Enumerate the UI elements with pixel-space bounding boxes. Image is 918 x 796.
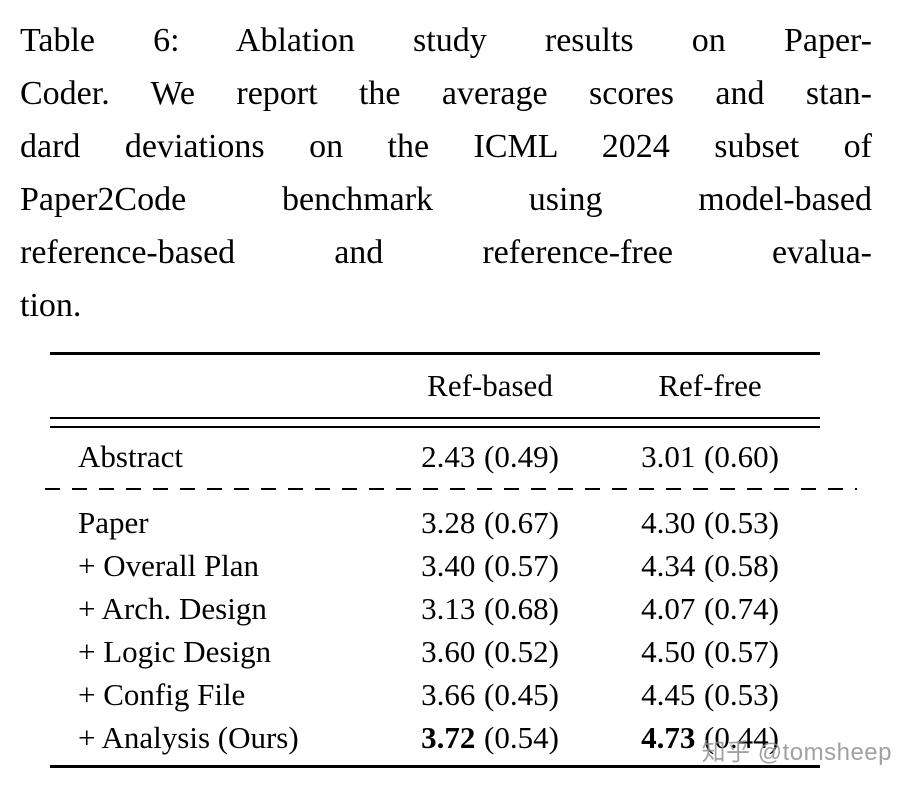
watermark-text: 知乎 @tomsheep <box>701 739 892 766</box>
caption-line: dard deviations on the ICML 2024 subset … <box>20 128 872 165</box>
row-label: + Analysis (Ours) <box>78 719 299 755</box>
col-header-ref-free: Ref-free <box>658 368 762 403</box>
cell-std: (0.53) <box>704 504 779 540</box>
cell-std: (0.49) <box>484 439 559 474</box>
row-label: + Overall Plan <box>78 547 260 583</box>
row-label: + Logic Design <box>78 633 272 669</box>
table-row: + Config File 3.66 (0.45) 4.45 (0.53) <box>50 673 820 716</box>
cell-ref-free: 3.01 (0.60) <box>600 439 820 475</box>
cell-mean: 3.60 <box>421 633 476 669</box>
double-rule-gap <box>50 419 820 426</box>
caption-line: Paper2Code benchmark using model-based <box>20 181 872 218</box>
cell-ref-based: 3.66 (0.45) <box>380 677 600 713</box>
table-row-ours: + Analysis (Ours) 3.72 (0.54) 4.73 (0.44) <box>50 716 820 759</box>
cell-std: (0.53) <box>704 676 779 712</box>
cell-ref-based: 3.72 (0.54) <box>380 720 600 756</box>
caption-line: reference-based and reference-free evalu… <box>20 234 872 271</box>
table-row: + Logic Design 3.60 (0.52) 4.50 (0.57) <box>50 630 820 673</box>
cell-mean: 4.30 <box>641 504 696 540</box>
double-rule-bottom <box>50 426 820 428</box>
table-caption: Table 6: Ablation study results on Paper… <box>20 14 872 332</box>
cell-std: (0.67) <box>484 504 559 540</box>
table-row: + Arch. Design 3.13 (0.68) 4.07 (0.74) <box>50 587 820 630</box>
cell-ref-free: 4.50 (0.57) <box>600 634 820 670</box>
table-row: Paper 3.28 (0.67) 4.30 (0.53) <box>50 501 820 544</box>
row-label: Abstract <box>78 439 184 474</box>
table-header-row: Ref-based Ref-free <box>50 355 820 417</box>
cell-mean: 3.13 <box>421 590 476 626</box>
table-body: Paper 3.28 (0.67) 4.30 (0.53) + Overall Pl… <box>50 496 820 765</box>
cell-ref-free: 4.07 (0.74) <box>600 591 820 627</box>
cell-mean: 4.50 <box>641 633 696 669</box>
cell-ref-based: 3.13 (0.68) <box>380 591 600 627</box>
table-dashed-rule <box>45 488 857 490</box>
table-double-rule <box>50 417 820 428</box>
cell-mean: 4.07 <box>641 590 696 626</box>
caption-line: tion. <box>20 287 82 324</box>
col-header-ref-based: Ref-based <box>427 368 553 403</box>
cell-mean-bold: 4.73 <box>641 719 696 755</box>
cell-mean: 2.43 <box>421 439 476 474</box>
cell-mean: 3.40 <box>421 547 476 583</box>
cell-ref-based: 2.43 (0.49) <box>380 439 600 475</box>
cell-std: (0.45) <box>484 676 559 712</box>
cell-std: (0.52) <box>484 633 559 669</box>
cell-std: (0.57) <box>704 633 779 669</box>
cell-ref-based: 3.40 (0.57) <box>380 548 600 584</box>
cell-mean: 4.34 <box>641 547 696 583</box>
ablation-table: Ref-based Ref-free Abstract 2.43 (0.49) 3… <box>45 352 857 768</box>
cell-ref-free: 4.34 (0.58) <box>600 548 820 584</box>
cell-mean: 3.28 <box>421 504 476 540</box>
row-label: + Config File <box>78 676 246 712</box>
cell-std: (0.58) <box>704 547 779 583</box>
cell-ref-based: 3.60 (0.52) <box>380 634 600 670</box>
cell-mean: 4.45 <box>641 676 696 712</box>
caption-line: Coder. We report the average scores and … <box>20 75 872 112</box>
cell-std: (0.54) <box>484 719 559 755</box>
table-row: Abstract 2.43 (0.49) 3.01 (0.60) <box>50 428 820 486</box>
row-label: + Arch. Design <box>78 590 267 626</box>
row-label: Paper <box>78 504 149 540</box>
cell-std: (0.68) <box>484 590 559 626</box>
cell-ref-based: 3.28 (0.67) <box>380 505 600 541</box>
cell-ref-free: 4.30 (0.53) <box>600 505 820 541</box>
cell-std: (0.57) <box>484 547 559 583</box>
double-rule-top <box>50 417 820 419</box>
cell-ref-free: 4.45 (0.53) <box>600 677 820 713</box>
table-row: + Overall Plan 3.40 (0.57) 4.34 (0.58) <box>50 544 820 587</box>
cell-ref-free: 4.73 (0.44) <box>600 720 820 756</box>
cell-std: (0.60) <box>704 439 779 474</box>
table-top-rule <box>50 352 820 355</box>
cell-mean: 3.01 <box>641 439 696 474</box>
cell-mean-bold: 3.72 <box>421 719 476 755</box>
cell-std: (0.44) <box>704 719 779 755</box>
cell-std: (0.74) <box>704 590 779 626</box>
table-bottom-rule <box>50 765 820 768</box>
cell-mean: 3.66 <box>421 676 476 712</box>
caption-line: Table 6: Ablation study results on Paper… <box>20 22 872 59</box>
